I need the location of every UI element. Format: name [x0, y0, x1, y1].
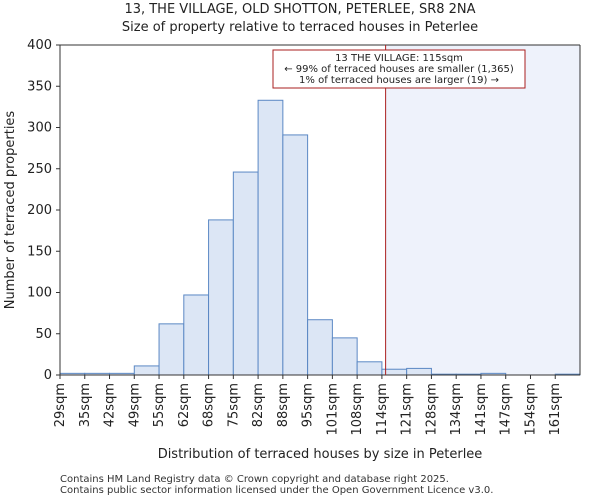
histogram-bar-68sqm	[208, 219, 234, 376]
histogram-bar-82sqm	[257, 99, 284, 376]
highlight-region	[385, 45, 580, 375]
histogram-bar-95sqm	[307, 319, 333, 376]
y-tick-label: 150	[27, 244, 52, 259]
x-tick-label: 82sqm	[251, 383, 266, 427]
y-tick-label: 100	[27, 286, 52, 301]
histogram-bar-49sqm	[133, 365, 160, 376]
x-tick-label: 95sqm	[301, 383, 316, 427]
annotation-box	[272, 49, 526, 89]
histogram-bar-121sqm	[406, 367, 432, 376]
histogram-bar-88sqm	[282, 134, 309, 376]
x-tick-label: 88sqm	[276, 383, 291, 427]
y-tick-label: 0	[44, 368, 52, 383]
chart-subtitle: Size of property relative to terraced ho…	[121, 20, 479, 35]
x-tick-label: 141sqm	[474, 383, 489, 436]
x-tick-label: 42sqm	[103, 383, 118, 427]
y-tick-label: 400	[27, 38, 52, 53]
x-tick-label: 147sqm	[499, 383, 514, 436]
x-tick-label: 62sqm	[177, 383, 192, 427]
histogram-bar-101sqm	[331, 337, 358, 376]
annotation-title: 13 THE VILLAGE: 115sqm	[335, 53, 463, 64]
x-axis-label: Distribution of terraced houses by size …	[158, 447, 483, 462]
annotation-larger: 1% of terraced houses are larger (19) →	[299, 75, 499, 86]
annotation-smaller: ← 99% of terraced houses are smaller (1,…	[284, 64, 514, 75]
footer-licence: Contains public sector information licen…	[60, 485, 494, 496]
x-tick-label: 75sqm	[226, 383, 241, 427]
histogram-bar-55sqm	[158, 323, 185, 376]
y-tick-label: 350	[27, 79, 52, 94]
x-tick-label: 35sqm	[78, 383, 93, 427]
x-tick-label: 68sqm	[202, 383, 217, 427]
x-tick-label: 114sqm	[375, 383, 390, 436]
histogram-bar-75sqm	[232, 171, 259, 376]
y-tick-label: 200	[27, 203, 52, 218]
y-tick-label: 250	[27, 162, 52, 177]
histogram-bar-62sqm	[183, 294, 210, 376]
x-tick-label: 161sqm	[548, 383, 563, 436]
x-tick-label: 134sqm	[449, 383, 464, 436]
y-tick-label: 50	[35, 327, 52, 342]
footer-copyright: Contains HM Land Registry data © Crown c…	[60, 474, 449, 485]
x-tick-label: 121sqm	[400, 383, 415, 436]
x-tick-label: 101sqm	[325, 383, 340, 436]
x-tick-label: 55sqm	[152, 383, 167, 427]
x-tick-label: 29sqm	[53, 383, 68, 427]
x-tick-label: 108sqm	[350, 383, 365, 436]
x-tick-label: 128sqm	[424, 383, 439, 436]
chart-title: 13, THE VILLAGE, OLD SHOTTON, PETERLEE, …	[124, 2, 476, 17]
y-axis-label: Number of terraced properties	[3, 111, 18, 310]
x-tick-label: 154sqm	[523, 383, 538, 436]
histogram-bar-108sqm	[356, 361, 383, 376]
y-tick-label: 300	[27, 121, 52, 136]
x-tick-label: 49sqm	[127, 383, 142, 427]
